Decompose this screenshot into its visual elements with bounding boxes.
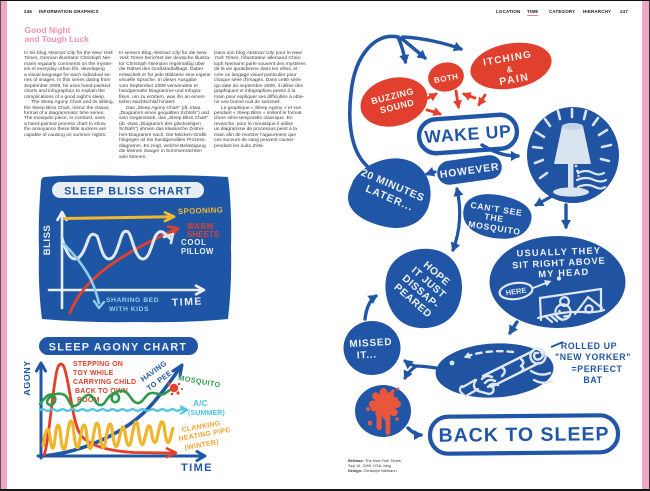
svg-text:HERE: HERE xyxy=(505,286,527,298)
svg-text:AGONY: AGONY xyxy=(24,360,32,396)
svg-text:SHARING BED: SHARING BED xyxy=(106,297,159,304)
svg-text:PILLOW: PILLOW xyxy=(181,247,214,256)
svg-text:A/C: A/C xyxy=(193,398,208,408)
svg-text:&: & xyxy=(506,64,514,75)
svg-text:BLISS: BLISS xyxy=(42,225,53,255)
svg-text:THE: THE xyxy=(484,211,505,224)
svg-text:MISSED: MISSED xyxy=(349,337,393,350)
svg-text:PAIN: PAIN xyxy=(498,71,530,88)
svg-text:COOL: COOL xyxy=(181,238,207,247)
svg-text:BACK TO SLEEP: BACK TO SLEEP xyxy=(439,423,610,446)
svg-text:IT...: IT... xyxy=(357,349,378,361)
svg-text:CARRYING CHILD: CARRYING CHILD xyxy=(73,379,136,386)
svg-text:WITH KIDS: WITH KIDS xyxy=(109,306,149,313)
svg-text:BACK TO OWN: BACK TO OWN xyxy=(75,388,128,395)
svg-text:SLEEP BLISS CHART: SLEEP BLISS CHART xyxy=(64,186,192,198)
svg-text:STEPPING ON: STEPPING ON xyxy=(73,361,123,368)
svg-text:SLEEP AGONY CHART: SLEEP AGONY CHART xyxy=(49,342,187,354)
svg-text:=PERFECT: =PERFECT xyxy=(572,364,623,374)
svg-text:BOTH: BOTH xyxy=(433,72,459,85)
svg-text:WARM: WARM xyxy=(187,222,214,231)
svg-text:"NEW YORKER": "NEW YORKER" xyxy=(555,352,631,362)
svg-text:SPOONING: SPOONING xyxy=(178,205,224,216)
svg-text:(SUMMER): (SUMMER) xyxy=(188,408,225,417)
svg-text:ROOM: ROOM xyxy=(77,397,100,404)
svg-text:MY HEAD: MY HEAD xyxy=(538,267,590,280)
svg-text:TIME: TIME xyxy=(181,462,213,474)
svg-text:SHEETS: SHEETS xyxy=(187,230,219,239)
svg-text:BAT: BAT xyxy=(583,375,602,385)
svg-text:ROLLED UP: ROLLED UP xyxy=(561,341,617,351)
svg-text:MOSQUITO: MOSQUITO xyxy=(178,373,222,389)
svg-text:TIME: TIME xyxy=(172,295,204,309)
svg-text:USUALLY THEY: USUALLY THEY xyxy=(516,246,601,259)
svg-text:TOY WHILE: TOY WHILE xyxy=(73,370,114,377)
svg-text:SIT RIGHT ABOVE: SIT RIGHT ABOVE xyxy=(512,256,606,271)
